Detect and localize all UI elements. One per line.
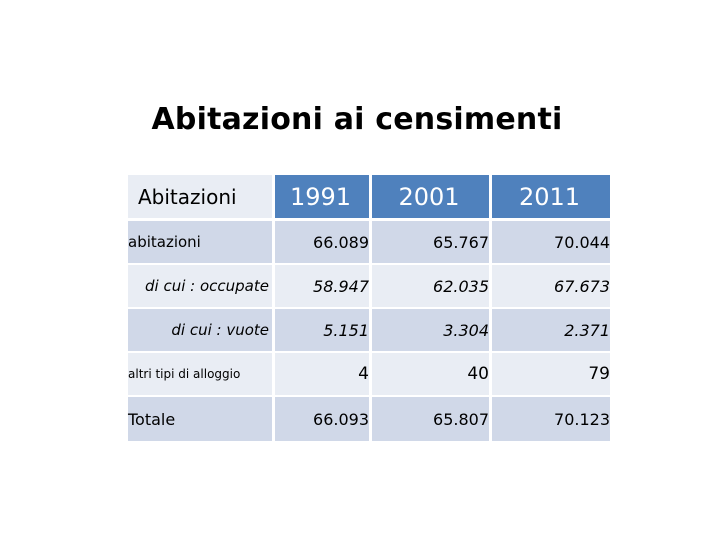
cell-totale-2011: 70.123 (554, 409, 610, 429)
row-label-totale: Totale (128, 409, 176, 429)
cell-abitazioni-2011: 70.044 (554, 232, 610, 252)
cell-altri-2011: 79 (588, 364, 610, 384)
header-label: Abitazioni (128, 175, 272, 218)
cell-totale-1991: 66.093 (313, 409, 369, 429)
cell-abitazioni-2001: 65.767 (433, 232, 489, 252)
row-label-vuote: di cui : vuote (171, 321, 269, 339)
cell-abitazioni-1991: 66.089 (313, 232, 369, 252)
year-1991-header: 1991 (272, 175, 369, 218)
cell-altri-2001: 40 (467, 364, 489, 384)
page-title: Abitazioni ai censimenti (151, 102, 563, 137)
cell-vuote-2011: 2.371 (564, 320, 610, 340)
cell-altri-1991: 4 (358, 364, 369, 384)
cell-occupate-1991: 58.947 (313, 276, 369, 296)
cell-occupate-2001: 62.035 (433, 276, 489, 296)
cell-vuote-1991: 5.151 (323, 320, 369, 340)
column-divider (272, 175, 275, 441)
row-label-abitazioni: abitazioni (128, 233, 201, 251)
year-2011-header: 2011 (489, 175, 610, 218)
cell-totale-2001: 65.807 (433, 409, 489, 429)
row-label-altri-tipi: altri tipi di alloggio (128, 367, 241, 381)
column-divider (489, 175, 492, 441)
column-divider (369, 175, 372, 441)
cell-vuote-2001: 3.304 (443, 320, 489, 340)
year-2001-header: 2001 (369, 175, 489, 218)
row-label-occupate: di cui : occupate (145, 277, 269, 295)
cell-occupate-2011: 67.673 (554, 276, 610, 296)
census-table: Abitazioni 1991 2001 2011 abitazioni 66.… (128, 175, 610, 441)
